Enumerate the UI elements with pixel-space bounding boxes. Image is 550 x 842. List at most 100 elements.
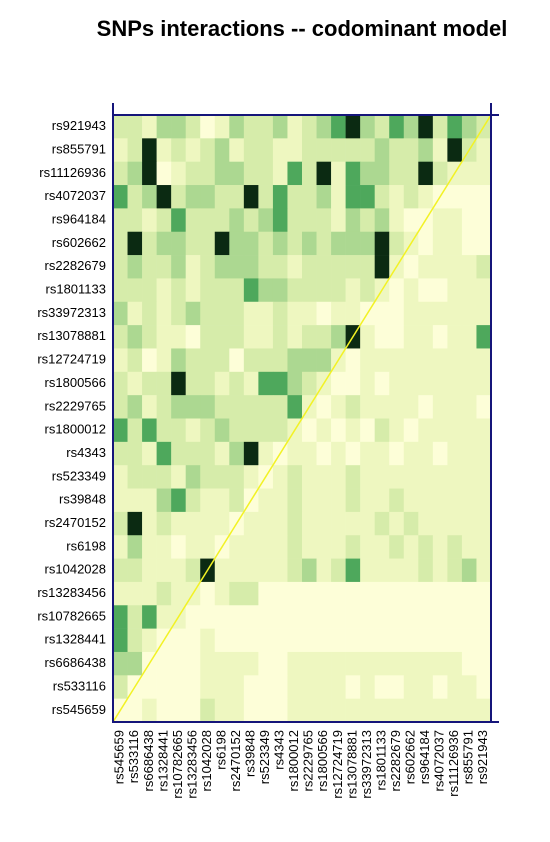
heat-cell — [185, 255, 201, 279]
heat-cell — [113, 418, 128, 443]
heat-cell — [302, 511, 317, 536]
heat-cell — [287, 138, 303, 162]
heat-cell — [200, 231, 216, 256]
heat-cell — [200, 348, 216, 373]
row-label: rs964184 — [52, 211, 106, 226]
heat-cell — [287, 605, 303, 629]
heat-cell — [360, 231, 375, 256]
heat-cell — [345, 441, 361, 466]
heat-cell — [258, 395, 274, 419]
heat-cell — [185, 441, 201, 466]
column-label: rs523349 — [257, 730, 272, 784]
heat-cell — [272, 675, 288, 699]
heat-cell — [156, 535, 172, 559]
heat-cell — [418, 651, 434, 676]
heat-cell — [389, 185, 405, 209]
column-label: rs1800566 — [315, 730, 330, 791]
heat-cell — [113, 255, 128, 279]
heat-cell — [403, 115, 419, 139]
heat-cell — [156, 278, 172, 303]
heat-cell — [302, 441, 317, 466]
heat-cell — [156, 651, 172, 676]
heat-cell — [243, 605, 259, 629]
heat-cell — [331, 441, 346, 466]
heat-cell — [331, 511, 346, 536]
heat-cell — [171, 488, 186, 513]
heat-cell — [374, 371, 390, 396]
heat-cell — [476, 581, 492, 606]
heat-cell — [287, 278, 303, 303]
heat-cell — [389, 488, 405, 513]
heat-cell — [418, 628, 434, 653]
heat-cell — [258, 348, 274, 373]
heat-cell — [447, 628, 463, 653]
heat-cell — [171, 511, 186, 536]
heat-cell — [432, 511, 448, 536]
heat-cell — [243, 698, 259, 723]
heat-cell — [302, 115, 317, 139]
heat-cell — [461, 231, 477, 256]
heat-cell — [200, 278, 216, 303]
heat-cell — [316, 488, 332, 513]
heat-cell — [258, 675, 274, 699]
row-label: rs4343 — [66, 445, 106, 460]
heat-cell — [331, 581, 346, 606]
heat-cell — [185, 185, 201, 209]
heat-cell — [345, 651, 361, 676]
heat-cell — [418, 441, 434, 466]
heat-cell — [156, 255, 172, 279]
heat-cell — [156, 511, 172, 536]
heat-cell — [345, 255, 361, 279]
heat-cell — [287, 581, 303, 606]
heat-cell — [200, 395, 216, 419]
heat-cell — [389, 698, 405, 723]
heat-cell — [316, 628, 332, 653]
heat-cell — [171, 535, 186, 559]
heat-cell — [331, 278, 346, 303]
heat-cell — [229, 231, 245, 256]
heat-cell — [418, 511, 434, 536]
heat-cell — [345, 301, 361, 326]
heat-cell — [476, 208, 492, 233]
heat-cell — [432, 161, 448, 186]
heat-cell — [127, 325, 143, 349]
heat-cell — [302, 325, 317, 349]
heat-cell — [185, 698, 201, 723]
heat-cell — [360, 255, 375, 279]
heat-cell — [374, 418, 390, 443]
heat-cell — [432, 488, 448, 513]
heat-cell — [171, 115, 186, 139]
heat-cell — [214, 651, 230, 676]
heat-cell — [432, 675, 448, 699]
heat-cell — [229, 161, 245, 186]
heat-cell — [316, 115, 332, 139]
heat-cell — [258, 511, 274, 536]
heat-cell — [374, 185, 390, 209]
heat-cell — [403, 138, 419, 162]
heat-cell — [447, 208, 463, 233]
heat-cell — [156, 185, 172, 209]
heat-cell — [302, 231, 317, 256]
heat-cell — [331, 651, 346, 676]
row-label: rs2229765 — [45, 398, 106, 413]
heat-cell — [345, 348, 361, 373]
heat-cell — [287, 301, 303, 326]
heat-cell — [360, 185, 375, 209]
heat-cell — [331, 115, 346, 139]
heat-cell — [214, 605, 230, 629]
heat-cell — [229, 558, 245, 583]
heat-cell — [243, 675, 259, 699]
heat-cell — [156, 115, 172, 139]
heat-cell — [156, 231, 172, 256]
heat-cell — [229, 581, 245, 606]
heat-cell — [214, 301, 230, 326]
heat-cell — [229, 185, 245, 209]
column-label: rs602662 — [402, 730, 417, 784]
heat-cell — [476, 698, 492, 723]
heat-cell — [418, 161, 434, 186]
heat-cell — [461, 301, 477, 326]
heat-cell — [374, 698, 390, 723]
heat-cell — [374, 581, 390, 606]
heat-cell — [113, 605, 128, 629]
heat-cell — [229, 675, 245, 699]
